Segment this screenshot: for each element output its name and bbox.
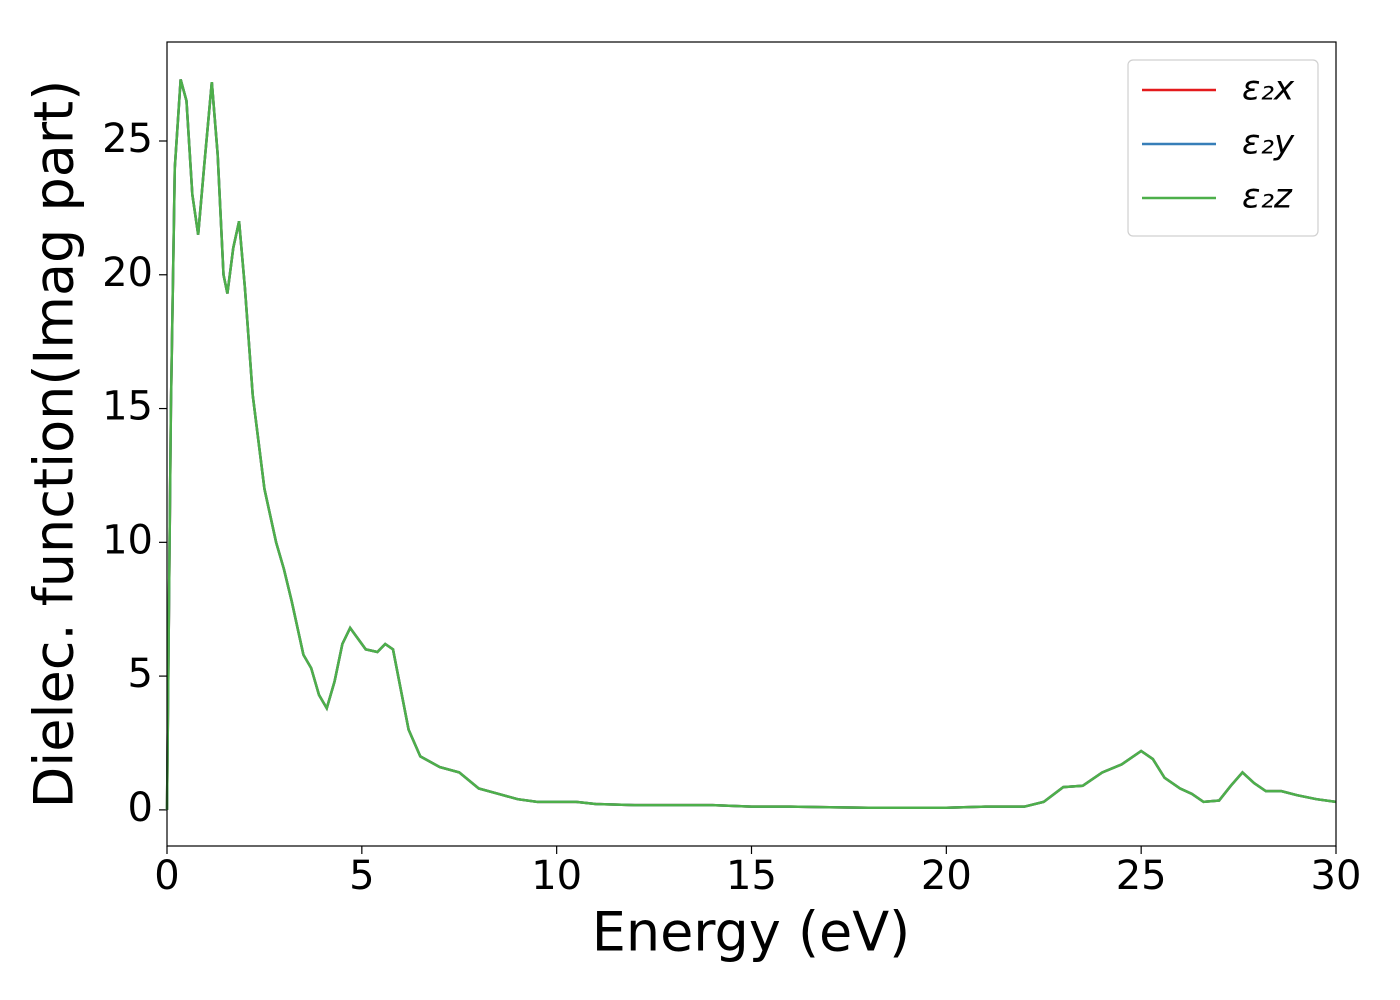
- x-tick-label: 15: [726, 853, 777, 899]
- x-tick-label: 10: [531, 853, 582, 899]
- x-tick-label: 0: [154, 853, 179, 899]
- legend-box: [1127, 59, 1319, 237]
- x-tick-label: 20: [921, 853, 972, 899]
- x-tick-label: 25: [1116, 853, 1167, 899]
- y-tick-label: 5: [128, 651, 153, 697]
- data-line: [165, 79, 1337, 810]
- y-tick-label: 25: [102, 116, 153, 162]
- y-tick-label: 10: [102, 517, 153, 563]
- x-axis-label: Energy (eV): [592, 901, 911, 964]
- x-tick-label: 30: [1311, 853, 1362, 899]
- legend-label: ε₂z: [1242, 177, 1293, 217]
- plot-frame: [166, 41, 1337, 847]
- y-tick-label: 15: [102, 384, 153, 430]
- legend-label: ε₂x: [1242, 69, 1295, 109]
- x-tick-label: 5: [349, 853, 374, 899]
- y-tick-label: 20: [102, 250, 153, 296]
- legend-label: ε₂y: [1242, 123, 1295, 163]
- y-tick-label: 0: [128, 785, 153, 831]
- y-axis-label: Dielec. function(Imag part): [23, 80, 86, 809]
